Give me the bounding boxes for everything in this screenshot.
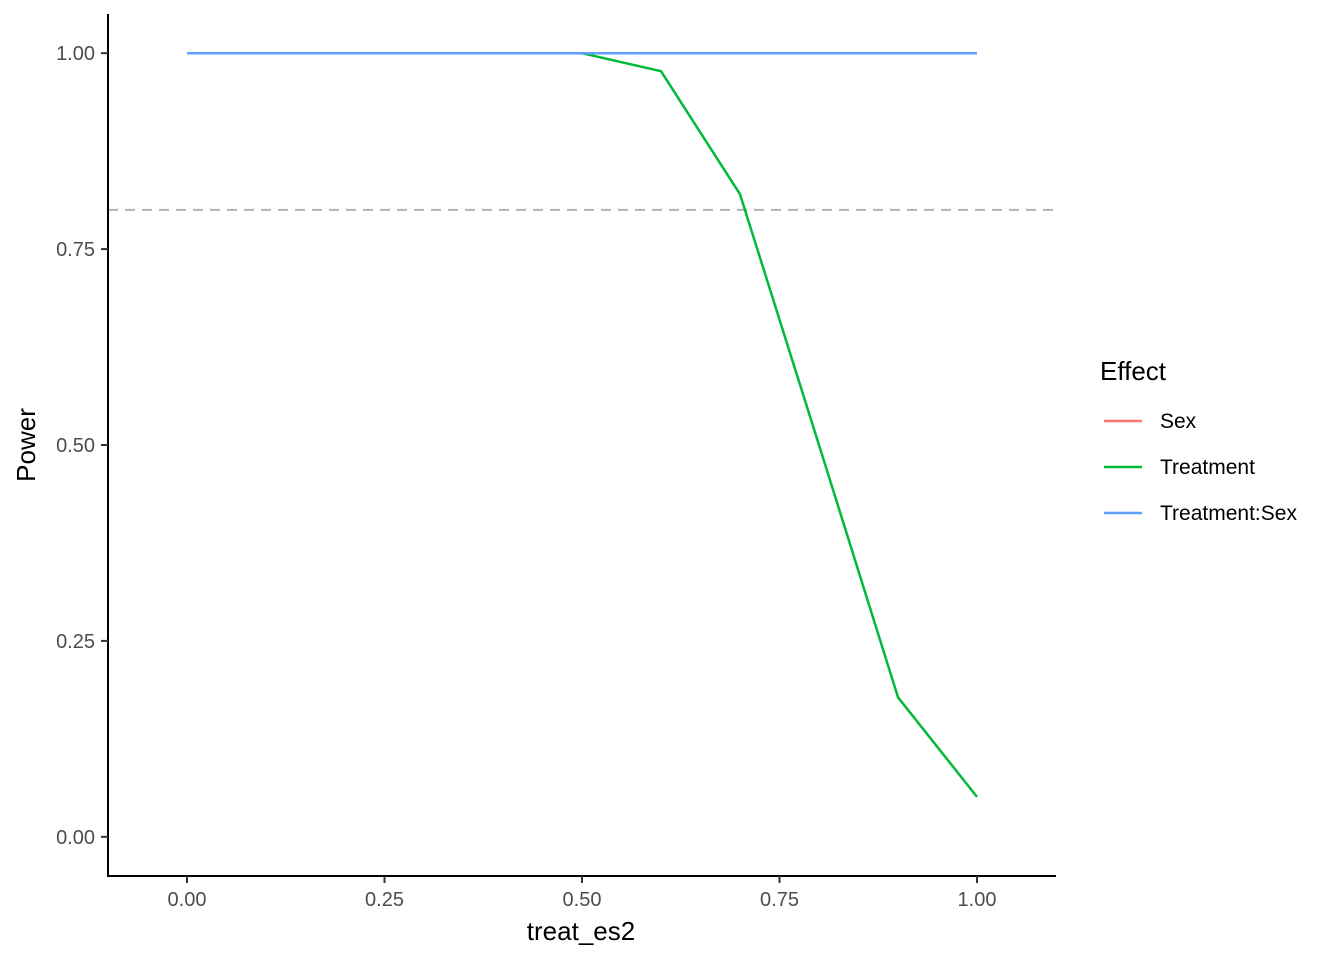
y-tick-label: 1.00 <box>56 43 95 65</box>
y-tick-label: 0.75 <box>56 239 95 261</box>
legend-label-treatment: Treatment <box>1160 456 1255 479</box>
legend-title: Effect <box>1100 356 1167 386</box>
x-tick-label: 0.75 <box>760 889 799 911</box>
legend-label-treatment-sex: Treatment:Sex <box>1160 502 1297 525</box>
series-line-treatment <box>187 51 978 798</box>
x-tick-label: 1.00 <box>958 889 997 911</box>
legend: Effect Sex Treatment Treatment:Sex <box>1100 356 1297 525</box>
x-tick-label: 0.25 <box>365 889 404 911</box>
x-tick-label: 0.00 <box>168 889 207 911</box>
y-tick-label: 0.00 <box>56 827 95 849</box>
x-tick-label: 0.50 <box>563 889 602 911</box>
x-axis-title: treat_es2 <box>527 916 635 946</box>
y-axis-title: Power <box>11 408 41 482</box>
legend-label-sex: Sex <box>1160 410 1197 433</box>
y-tick-label: 0.50 <box>56 435 95 457</box>
y-tick-label: 0.25 <box>56 631 95 653</box>
